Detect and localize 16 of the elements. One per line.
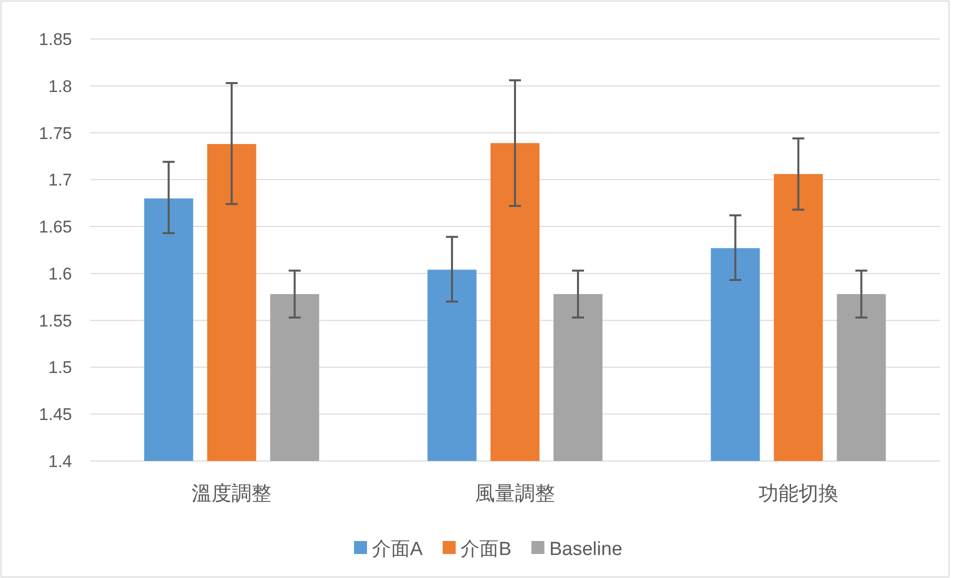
- y-tick-label: 1.85: [38, 30, 72, 49]
- x-tick-label: 溫度調整: [192, 483, 272, 505]
- y-tick-label: 1.5: [48, 358, 72, 378]
- y-tick-label: 1.65: [38, 218, 72, 237]
- y-tick-label: 1.6: [48, 264, 72, 284]
- legend-label: 介面A: [372, 539, 423, 560]
- y-tick-label: 1.55: [38, 311, 72, 330]
- x-tick-label: 功能切換: [758, 483, 838, 505]
- y-tick-label: 1.45: [38, 405, 72, 424]
- y-tick-label: 1.75: [38, 124, 72, 143]
- y-tick-label: 1.7: [48, 170, 72, 190]
- y-tick-label: 1.8: [48, 76, 72, 96]
- legend-label: Baseline: [549, 539, 622, 560]
- y-tick-label: 1.4: [48, 452, 72, 471]
- x-tick-label: 風量調整: [475, 483, 555, 505]
- legend-label: 介面B: [460, 539, 512, 560]
